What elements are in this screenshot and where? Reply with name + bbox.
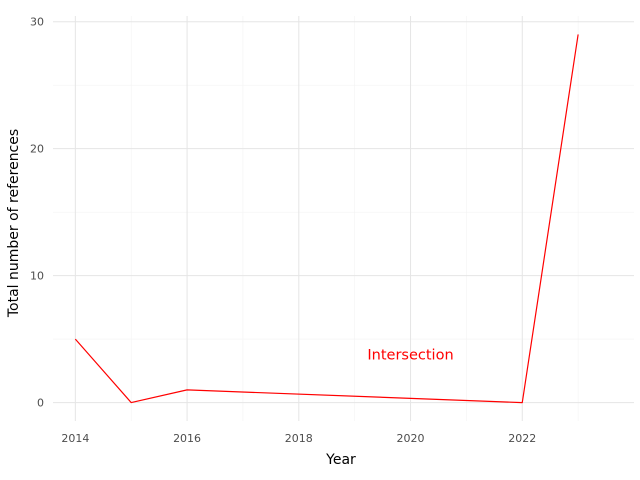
- series-line: [74, 34, 579, 404]
- x-axis-ticks: 2014 2016 2018 2020 2022: [61, 432, 536, 445]
- series-layer: [74, 34, 579, 404]
- x-tick-label: 2016: [173, 432, 201, 445]
- y-axis-ticks: 0 10 20 30: [30, 16, 44, 410]
- y-tick-label: 10: [30, 270, 44, 283]
- x-tick-label: 2018: [285, 432, 313, 445]
- major-gridlines: [53, 16, 634, 421]
- annotation-label: Intersection: [367, 347, 453, 363]
- y-tick-label: 20: [30, 143, 44, 156]
- x-axis-title: Year: [325, 452, 356, 468]
- x-tick-label: 2022: [508, 432, 536, 445]
- y-tick-label: 30: [30, 16, 44, 29]
- minor-gridlines: [53, 16, 634, 421]
- y-axis-title: Total number of references: [6, 129, 22, 318]
- x-tick-label: 2014: [61, 432, 89, 445]
- annotation-layer: Intersection: [367, 347, 453, 363]
- x-tick-label: 2020: [397, 432, 425, 445]
- y-tick-label: 0: [37, 397, 44, 410]
